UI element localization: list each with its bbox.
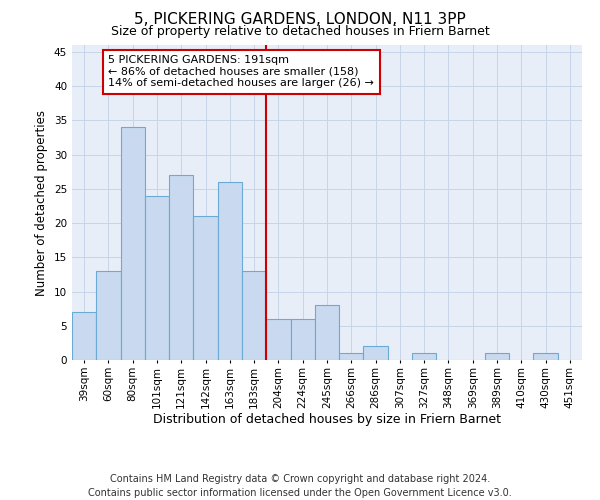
Bar xyxy=(72,312,96,360)
Bar xyxy=(339,353,364,360)
Text: 5, PICKERING GARDENS, LONDON, N11 3PP: 5, PICKERING GARDENS, LONDON, N11 3PP xyxy=(134,12,466,28)
Bar xyxy=(290,319,315,360)
Bar xyxy=(193,216,218,360)
Bar xyxy=(533,353,558,360)
Bar xyxy=(169,175,193,360)
Bar xyxy=(145,196,169,360)
Y-axis label: Number of detached properties: Number of detached properties xyxy=(35,110,49,296)
Bar xyxy=(121,127,145,360)
Bar xyxy=(266,319,290,360)
Bar xyxy=(218,182,242,360)
Bar xyxy=(96,271,121,360)
Bar xyxy=(412,353,436,360)
Bar xyxy=(315,305,339,360)
Text: Size of property relative to detached houses in Friern Barnet: Size of property relative to detached ho… xyxy=(110,25,490,38)
Bar xyxy=(485,353,509,360)
X-axis label: Distribution of detached houses by size in Friern Barnet: Distribution of detached houses by size … xyxy=(153,413,501,426)
Bar xyxy=(364,346,388,360)
Bar xyxy=(242,271,266,360)
Text: Contains HM Land Registry data © Crown copyright and database right 2024.
Contai: Contains HM Land Registry data © Crown c… xyxy=(88,474,512,498)
Text: 5 PICKERING GARDENS: 191sqm
← 86% of detached houses are smaller (158)
14% of se: 5 PICKERING GARDENS: 191sqm ← 86% of det… xyxy=(109,56,374,88)
